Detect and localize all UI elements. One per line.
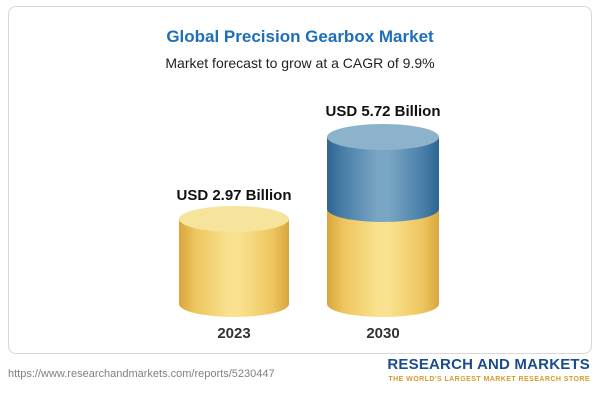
value-label-2023: USD 2.97 Billion <box>176 187 292 204</box>
bar-2030-growth-segment <box>327 124 439 222</box>
logo-name: RESEARCH AND MARKETS <box>387 356 590 373</box>
chart-title: Global Precision Gearbox Market <box>166 27 434 46</box>
bar-2030-top-ellipse <box>327 124 439 150</box>
bar-2023-top-ellipse <box>179 206 289 232</box>
bar-2030-base-segment <box>327 209 439 317</box>
report-url: https://www.researchandmarkets.com/repor… <box>8 368 275 380</box>
x-axis-label-2023: 2023 <box>217 325 251 342</box>
logo-tagline: THE WORLD'S LARGEST MARKET RESEARCH STOR… <box>388 375 590 383</box>
bar-2023-cylinder <box>179 206 289 317</box>
value-label-2030: USD 5.72 Billion <box>325 103 441 120</box>
research-and-markets-logo: RESEARCH AND MARKETS THE WORLD'S LARGEST… <box>387 356 590 383</box>
x-axis-label-2030: 2030 <box>366 325 400 342</box>
chart-subtitle: Market forecast to grow at a CAGR of 9.9… <box>165 55 435 71</box>
chart-card: Global Precision Gearbox Market Market f… <box>8 6 592 354</box>
